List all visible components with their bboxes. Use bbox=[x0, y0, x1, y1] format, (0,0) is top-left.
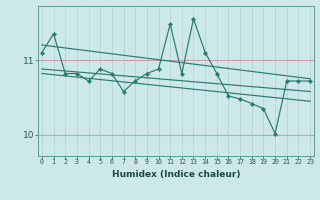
X-axis label: Humidex (Indice chaleur): Humidex (Indice chaleur) bbox=[112, 170, 240, 179]
